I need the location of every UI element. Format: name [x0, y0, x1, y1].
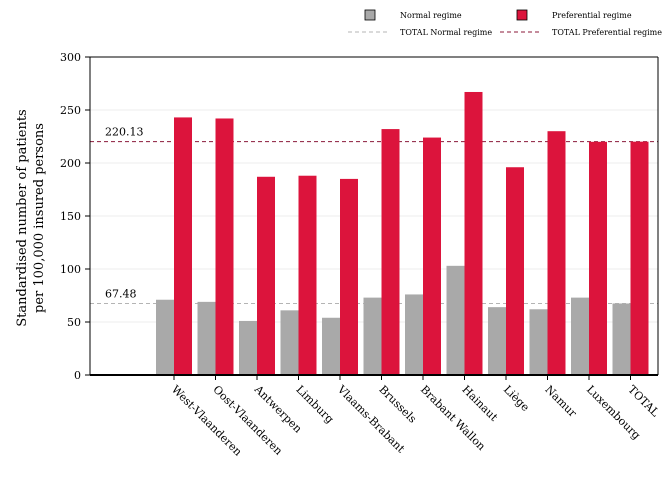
ref-label-total-normal: 67.48 — [105, 287, 137, 300]
bars — [156, 91, 649, 376]
bar-preferential-regime — [215, 118, 234, 375]
bar-preferential-regime — [174, 117, 192, 376]
bar-preferential-regime — [547, 131, 566, 375]
y-tick-label: 50 — [67, 316, 81, 329]
y-tick-label: 200 — [60, 157, 81, 170]
bar-preferential-regime — [464, 91, 483, 375]
legend-label: Preferential regime — [552, 11, 632, 20]
y-axis-title: Standardised number of patients per 100,0… — [15, 109, 47, 326]
bar-normal-regime — [405, 294, 423, 375]
bar-normal-regime — [529, 309, 548, 375]
x-tick-label: TOTAL — [625, 383, 662, 420]
legend-swatch — [516, 9, 528, 21]
legend: Normal regime Preferential regime TOTAL No… — [348, 9, 662, 37]
legend-label: TOTAL Preferential regime — [552, 28, 662, 37]
y-tick-label: 100 — [60, 263, 81, 276]
bar-preferential-regime — [381, 129, 400, 375]
y-tick-label: 250 — [60, 104, 81, 117]
bar-normal-regime — [156, 299, 174, 375]
legend-total-preferential: TOTAL Preferential regime — [500, 28, 662, 37]
bar-preferential-regime — [630, 141, 649, 375]
y-tick-label: 300 — [60, 51, 81, 64]
bar-normal-regime — [197, 301, 216, 375]
x-tick-label: Hainaut — [459, 383, 500, 424]
bar-normal-regime — [612, 303, 631, 375]
y-axis-title-line: per 100,000 insured persons — [32, 123, 47, 313]
y-tick-label: 150 — [60, 210, 81, 223]
bar-normal-regime — [280, 310, 299, 375]
x-tick-label: Oost-Vlaanderen — [210, 383, 285, 458]
x-tick-labels: West-VlaanderenOost-VlaanderenAntwerpenL… — [169, 382, 662, 458]
y-tick-label: 0 — [74, 369, 81, 382]
bar-preferential-regime — [423, 137, 441, 375]
axes — [85, 56, 659, 380]
ref-label-total-preferential: 220.13 — [105, 126, 144, 139]
bar-preferential-regime — [257, 176, 275, 375]
legend-label: TOTAL Normal regime — [400, 28, 492, 37]
y-tick-labels: 0 50 100 150 200 250 300 — [60, 51, 81, 382]
y-axis-title-line: Standardised number of patients — [15, 109, 30, 326]
x-tick-label: Namur — [542, 383, 579, 420]
legend-label: Normal regime — [400, 11, 462, 20]
y-axis-title: Standardised number of patients per 100,0… — [15, 109, 47, 326]
bar-preferential-regime — [340, 178, 358, 375]
bar-normal-regime — [446, 265, 465, 375]
legend-swatch — [364, 9, 376, 21]
x-tick-label: Limburg — [293, 383, 336, 426]
legend-total-normal: TOTAL Normal regime — [348, 28, 492, 37]
bar-normal-regime — [571, 297, 589, 375]
x-tick-label: Liège — [501, 383, 532, 414]
legend-preferential-regime: Preferential regime — [516, 9, 632, 21]
bar-normal-regime — [488, 307, 506, 375]
bar-normal-regime — [322, 317, 340, 375]
x-tick-label: Brussels — [376, 383, 419, 426]
legend-normal-regime: Normal regime — [364, 9, 462, 21]
bar-preferential-regime — [506, 167, 524, 375]
bar-normal-regime — [239, 320, 257, 375]
bar-preferential-regime — [298, 175, 317, 375]
bar-preferential-regime — [589, 141, 607, 375]
bar-normal-regime — [363, 297, 382, 375]
x-tick-label: West-Vlaanderen — [169, 383, 245, 459]
